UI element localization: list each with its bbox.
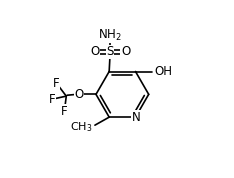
Text: S: S (106, 45, 114, 58)
Text: F: F (61, 105, 68, 118)
Text: NH$_2$: NH$_2$ (98, 27, 122, 43)
Text: O: O (90, 45, 99, 58)
Text: CH$_3$: CH$_3$ (70, 120, 92, 134)
Text: N: N (132, 111, 141, 124)
Text: F: F (49, 93, 55, 106)
Text: O: O (121, 45, 130, 58)
Text: F: F (53, 77, 60, 90)
Text: OH: OH (154, 65, 172, 78)
Text: O: O (74, 88, 84, 101)
